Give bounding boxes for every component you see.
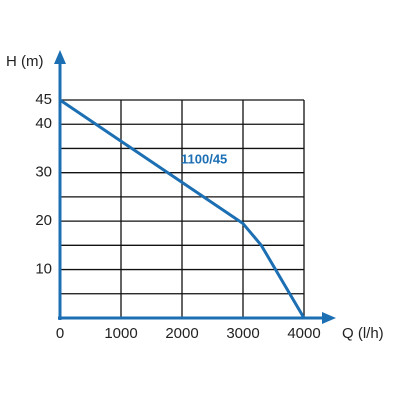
y-tick-label: 30 — [35, 164, 52, 181]
curve — [59, 98, 306, 319]
x-tick-label: 4000 — [287, 325, 320, 342]
y-axis-label: H (m) — [6, 53, 44, 70]
y-tick-label: 40 — [35, 115, 52, 132]
y-axis-arrow — [54, 50, 66, 64]
y-tick-label: 10 — [35, 261, 52, 278]
series-label: 1100/45 — [181, 151, 227, 166]
x-axis-label: Q (l/h) — [342, 325, 384, 342]
y-tick-label: 20 — [35, 212, 52, 229]
x-tick-label: 0 — [56, 325, 64, 342]
x-tick-label: 2000 — [165, 325, 198, 342]
x-axis-arrow — [322, 312, 336, 324]
y-tick-label: 45 — [35, 91, 52, 108]
x-tick-label: 3000 — [226, 325, 259, 342]
x-tick-label: 1000 — [104, 325, 137, 342]
